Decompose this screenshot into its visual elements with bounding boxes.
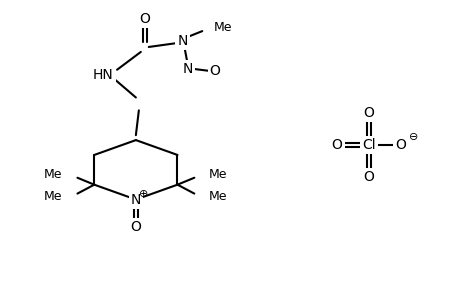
Text: O: O <box>139 12 150 26</box>
Text: O: O <box>363 106 373 120</box>
Text: N: N <box>182 62 192 76</box>
Text: Me: Me <box>209 190 227 203</box>
Text: O: O <box>363 170 373 184</box>
Text: N: N <box>177 34 187 48</box>
Text: N: N <box>130 193 141 206</box>
Text: Me: Me <box>209 168 227 181</box>
Text: Me: Me <box>214 21 232 34</box>
Text: Me: Me <box>44 190 62 203</box>
Text: O: O <box>394 138 405 152</box>
Text: ⊖: ⊖ <box>408 132 417 142</box>
Text: O: O <box>130 220 141 234</box>
Text: ⊕: ⊕ <box>139 189 148 199</box>
Text: HN: HN <box>93 68 113 82</box>
Text: O: O <box>331 138 341 152</box>
Text: Me: Me <box>44 168 62 181</box>
Text: Cl: Cl <box>361 138 375 152</box>
Text: O: O <box>209 64 220 78</box>
